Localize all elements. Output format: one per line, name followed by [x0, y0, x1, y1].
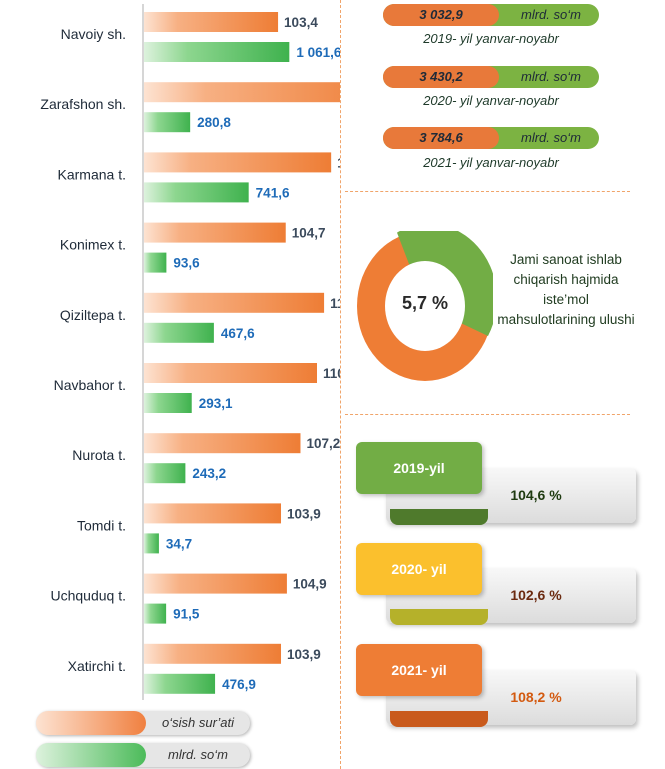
- growth-bar-label: 103,9: [287, 506, 321, 521]
- total-period: 2019- yil yanvar-noyabr: [423, 31, 559, 46]
- category-label: Zarafshon sh.: [40, 96, 126, 112]
- category-label: Nurota t.: [72, 447, 126, 463]
- growth-bar: [144, 503, 282, 524]
- total-unit: mlrd. so‘m: [521, 130, 581, 145]
- volume-bar-label: 467,6: [221, 326, 255, 341]
- growth-bar: [144, 152, 332, 173]
- volume-bar-label: 1 061,6: [296, 45, 340, 60]
- total-unit: mlrd. so‘m: [521, 69, 581, 84]
- growth-bar: [144, 82, 340, 103]
- growth-bar: [144, 12, 279, 32]
- volume-bar-label: 293,1: [199, 396, 233, 411]
- total-unit: mlrd. so‘m: [521, 7, 581, 22]
- category-label: Navbahor t.: [54, 377, 126, 393]
- total-value: 3 032,9: [383, 4, 499, 26]
- growth-year-tab: 2020- yil: [356, 543, 482, 595]
- growth-bar: [144, 643, 282, 664]
- share-donut: [357, 231, 493, 381]
- category-label: Karmana t.: [58, 166, 126, 182]
- volume-bar: [144, 182, 249, 203]
- volume-bar: [144, 463, 186, 484]
- volume-bar: [144, 112, 191, 133]
- growth-value: 104,6 %: [510, 487, 562, 503]
- volume-bar: [144, 393, 192, 413]
- volume-bar: [144, 322, 214, 343]
- growth-bar: [144, 433, 301, 454]
- total-pill-2019: 3 032,9 mlrd. so‘m: [383, 4, 599, 26]
- growth-bar-label: 112,4: [337, 155, 340, 170]
- share-description: Jami sanoat ishlab chiqarish hajmida ist…: [497, 252, 635, 327]
- vertical-divider: [340, 0, 341, 769]
- legend-swatch-green: [36, 743, 146, 767]
- legend-label: mlrd. so‘m: [168, 747, 228, 762]
- ribbon-fold: [390, 609, 488, 625]
- horizontal-divider: [345, 191, 630, 192]
- total-pill-2021: 3 784,6 mlrd. so‘m: [383, 127, 599, 149]
- total-value: 3 784,6: [383, 127, 499, 149]
- share-percent: 5,7 %: [401, 293, 449, 313]
- volume-bar-label: 91,5: [173, 607, 200, 622]
- growth-bar-label: 103,4: [284, 15, 318, 30]
- growth-year-tab: 2021- yil: [356, 644, 482, 696]
- volume-bar: [144, 42, 290, 62]
- growth-bar: [144, 222, 286, 243]
- growth-bar: [144, 573, 287, 594]
- volume-bar: [144, 252, 167, 273]
- growth-bar: [144, 292, 325, 313]
- volume-bar-label: 476,9: [222, 677, 256, 692]
- volume-bar: [144, 533, 159, 554]
- growth-value: 108,2 %: [510, 689, 562, 705]
- category-label: Xatirchi t.: [68, 658, 126, 674]
- category-label: Qiziltepa t.: [60, 307, 126, 323]
- growth-bar-label: 104,9: [293, 577, 327, 592]
- ribbon-fold: [390, 509, 488, 525]
- category-label: Konimex t.: [60, 237, 126, 253]
- volume-bar-label: 243,2: [192, 466, 226, 481]
- volume-bar: [144, 603, 167, 624]
- growth-bar-label: 107,2: [306, 436, 340, 451]
- growth-value: 102,6 %: [510, 587, 562, 603]
- ribbon-fold: [390, 711, 488, 727]
- volume-bar-label: 93,6: [173, 256, 200, 271]
- total-value: 3 430,2: [383, 66, 499, 88]
- volume-bar-label: 280,8: [197, 115, 231, 130]
- growth-bar-label: 104,7: [292, 226, 326, 241]
- legend-volume: mlrd. so‘m: [36, 743, 250, 767]
- growth-year-tab: 2019-yil: [356, 442, 482, 494]
- legend-label: o‘sish sur’ati: [161, 715, 234, 730]
- legend-growth: o‘sish sur’ati: [36, 711, 250, 735]
- volume-bar-label: 34,7: [166, 536, 192, 551]
- category-label: Navoiy sh.: [61, 26, 126, 42]
- volume-bar: [144, 673, 216, 694]
- volume-bar-label: 741,6: [256, 185, 290, 200]
- total-pill-2020: 3 430,2 mlrd. so‘m: [383, 66, 599, 88]
- total-period: 2021- yil yanvar-noyabr: [423, 155, 559, 170]
- category-label: Uchquduq t.: [51, 588, 127, 604]
- growth-bar: [144, 363, 317, 383]
- horizontal-divider: [345, 414, 630, 415]
- growth-bar-label: 110,0: [323, 366, 340, 381]
- total-period: 2020- yil yanvar-noyabr: [423, 93, 559, 108]
- growth-bar-label: 111,2: [330, 296, 340, 311]
- category-label: Tomdi t.: [77, 517, 126, 533]
- growth-bar-label: 103,9: [287, 647, 321, 662]
- legend-swatch-orange: [36, 711, 146, 735]
